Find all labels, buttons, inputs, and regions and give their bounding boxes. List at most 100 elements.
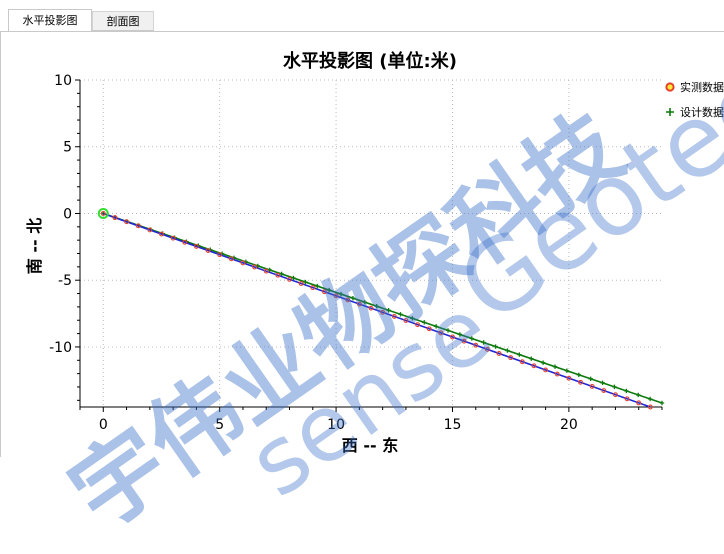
measured-point — [589, 383, 595, 389]
measured-point — [450, 334, 455, 340]
measured-point — [275, 272, 281, 278]
design-point — [398, 312, 403, 317]
x-tick-label: 0 — [99, 417, 108, 433]
tab-profile[interactable]: 剖面图 — [92, 11, 154, 31]
measured-point — [112, 215, 118, 221]
measured-point — [612, 392, 618, 398]
tick-labels: 10 5 0 -5 -10 0 5 10 15 20 — [49, 73, 578, 433]
design-point — [576, 372, 581, 377]
measured-point — [147, 227, 153, 233]
design-point — [433, 324, 439, 329]
panel-border — [0, 31, 1, 457]
tab-bar: 水平投影图 剖面图 — [0, 0, 724, 32]
measured-point — [182, 239, 188, 245]
measured-point — [566, 375, 572, 381]
design-point — [564, 368, 570, 373]
design-point — [636, 392, 641, 398]
x-axis-label: 西 -- 东 — [342, 436, 398, 455]
chart: 水平投影图 (单位:米) 10 5 0 -5 -10 0 5 10 15 20 西 -- 东 南 … — [25, 50, 724, 455]
measured-point — [205, 248, 211, 253]
design-point — [303, 279, 308, 285]
measured-point — [310, 285, 316, 291]
measured-point — [391, 313, 397, 319]
measured-point — [496, 351, 502, 356]
x-tick-label: 10 — [327, 417, 345, 433]
design-point — [374, 304, 379, 309]
measured-point — [252, 264, 258, 270]
measured-point — [426, 326, 432, 332]
measured-point — [170, 235, 176, 241]
legend-measured-marker — [665, 82, 675, 92]
legend-design-label: 设计数据 — [680, 105, 724, 119]
grid — [80, 79, 662, 407]
design-point — [362, 299, 368, 305]
measured-point — [461, 338, 467, 344]
measured-point — [636, 400, 642, 406]
y-tick-label: -10 — [49, 340, 72, 356]
measured-point — [321, 289, 327, 295]
measured-point — [531, 363, 537, 369]
measured-point — [298, 281, 304, 286]
measured-point — [647, 404, 653, 410]
measured-point — [263, 268, 269, 274]
tab-divider — [0, 31, 724, 32]
design-point — [612, 384, 617, 390]
design-point — [410, 316, 415, 321]
design-point — [326, 287, 332, 293]
measured-point — [345, 297, 351, 303]
measured-point — [135, 223, 141, 229]
design-point — [338, 291, 344, 297]
design-point — [422, 320, 427, 325]
measured-point — [438, 330, 444, 336]
design-point — [481, 340, 486, 345]
measured-point — [473, 342, 479, 348]
series-layer — [97, 207, 665, 410]
measured-point — [159, 231, 164, 237]
tab-horizontal-projection[interactable]: 水平投影图 — [8, 9, 92, 32]
design-point — [493, 344, 498, 349]
measured-point — [193, 243, 199, 249]
design-point — [457, 332, 463, 337]
measured-point — [368, 305, 374, 311]
measured-point — [578, 379, 583, 385]
design-point — [279, 271, 284, 277]
measured-point — [484, 346, 490, 352]
design-point — [540, 360, 546, 365]
x-tick-label: 20 — [560, 417, 578, 433]
legend-measured-label: 实测数据 — [680, 80, 724, 94]
measured-point — [240, 260, 246, 266]
y-tick-label: 0 — [63, 206, 72, 222]
design-point — [659, 400, 665, 406]
measured-point — [543, 367, 549, 373]
design-point — [291, 275, 296, 281]
measured-point — [333, 293, 339, 299]
measured-point — [124, 219, 130, 225]
measured-point — [100, 211, 106, 216]
start-point-marker — [97, 207, 109, 219]
measured-point — [508, 355, 514, 361]
measured-point — [601, 388, 607, 393]
chart-title: 水平投影图 (单位:米) — [283, 50, 457, 72]
design-point — [386, 308, 391, 313]
y-axis-label: 南 -- 北 — [25, 218, 44, 274]
design-point — [469, 336, 474, 341]
measured-point — [403, 318, 409, 323]
measured-point — [554, 371, 560, 377]
legend-design-marker — [666, 108, 674, 116]
y-tick-label: -5 — [58, 273, 72, 289]
measured-point — [415, 322, 421, 328]
measured-point — [287, 276, 292, 282]
design-point — [505, 348, 510, 353]
design-point — [588, 376, 593, 382]
design-point — [350, 295, 356, 301]
design-point — [552, 364, 558, 369]
measured-point — [380, 309, 386, 315]
design-point — [517, 352, 522, 357]
measured-point — [519, 359, 525, 365]
axes — [75, 79, 663, 412]
y-tick-label: 5 — [63, 140, 72, 156]
measured-point — [228, 256, 234, 262]
measured-point — [217, 252, 223, 258]
x-tick-label: 15 — [444, 417, 462, 433]
